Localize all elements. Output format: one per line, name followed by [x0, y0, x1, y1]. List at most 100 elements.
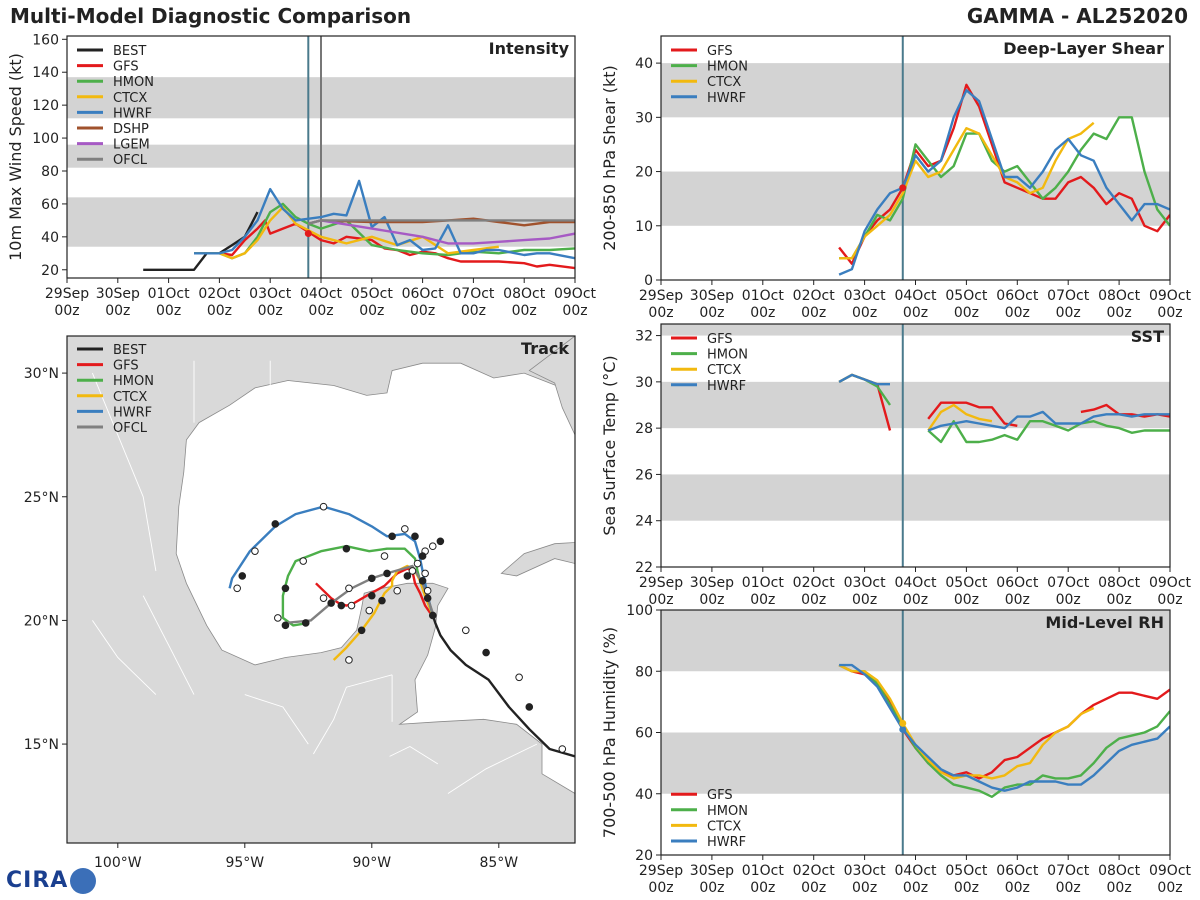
legend-label-ctcx: CTCX — [113, 390, 147, 405]
lat-tick-label: 30°N — [24, 366, 59, 382]
track-point — [301, 619, 310, 627]
x-tick-label-hour: 00z — [1157, 592, 1182, 608]
track-point — [368, 591, 376, 600]
series-line-ctcx — [839, 121, 1095, 260]
legend-label-gfs: GFS — [113, 60, 139, 75]
x-tick-label-date: 30Sep — [690, 288, 734, 304]
cira-logo: CIRA — [6, 868, 97, 894]
x-tick-label-hour: 00z — [750, 305, 775, 321]
x-tick-label-hour: 00z — [648, 592, 673, 608]
x-tick-label-hour: 00z — [954, 305, 979, 321]
y-tick-label: 40 — [635, 787, 653, 803]
track-point — [365, 606, 374, 615]
track-point — [299, 557, 308, 565]
track-line-hwrf — [228, 505, 434, 616]
track-point — [461, 626, 470, 635]
legend-label-hmon: HMON — [707, 348, 748, 363]
x-tick-label-hour: 00z — [1005, 880, 1030, 896]
series-line-gfs — [927, 401, 1018, 427]
x-tick-label-date: 04Oct — [894, 288, 937, 304]
marker-ctcx — [899, 719, 907, 727]
x-tick-label-date: 02Oct — [793, 288, 836, 304]
map-border — [91, 372, 157, 572]
y-tick-label: 60 — [41, 197, 59, 213]
x-tick-label-hour: 00z — [562, 303, 587, 319]
series-line-hwrf — [838, 88, 1170, 276]
chart-track: 100°W 95°W 90°W 85°W 15°N 20°N 25°N 30°N Track BE… — [24, 335, 576, 871]
plot-area — [661, 610, 1170, 855]
x-tick-label-date: 30Sep — [690, 863, 734, 879]
legend-label-best: BEST — [113, 44, 146, 59]
series-line-hmon — [838, 664, 1170, 798]
y-tick-label: 120 — [32, 98, 59, 114]
x-tick-label-hour: 00z — [801, 305, 826, 321]
x-tick-label-hour: 00z — [105, 303, 130, 319]
track-point — [233, 584, 241, 593]
y-axis-label: Sea Surface Temp (°C) — [600, 355, 619, 535]
marker-gfs — [899, 184, 907, 192]
marker-gfs — [304, 230, 312, 238]
x-tick-label-date: 30Sep — [690, 575, 734, 591]
x-tick-label-date: 29Sep — [639, 288, 683, 304]
x-tick-label-date: 08Oct — [1098, 575, 1141, 591]
series-line-hwrf — [839, 663, 1170, 792]
x-tick-label-date: 05Oct — [945, 863, 988, 879]
track-point — [515, 673, 523, 682]
series-line-hwrf — [838, 373, 890, 386]
track-point — [418, 577, 427, 585]
legend-label-ctcx: CTCX — [707, 363, 741, 378]
y-axis-label: 200-850 hPa Shear (kt) — [600, 65, 619, 251]
track-point — [345, 584, 353, 593]
x-tick-label-date: 06Oct — [996, 863, 1039, 879]
track-point — [525, 703, 534, 711]
y-tick-label: 20 — [635, 165, 653, 181]
y-tick-label: 40 — [41, 230, 59, 246]
track-point — [378, 596, 386, 605]
x-tick-label-date: 30Sep — [96, 286, 140, 302]
legend-label-ctcx: CTCX — [707, 819, 741, 834]
cira-globe-icon — [70, 868, 97, 894]
lon-tick-label: 90°W — [352, 855, 391, 871]
y-tick-label: 24 — [635, 514, 653, 530]
track-point — [357, 626, 366, 635]
series-line-ctcx — [927, 403, 993, 432]
x-tick-label-date: 08Oct — [1098, 863, 1141, 879]
track-point — [408, 567, 417, 575]
x-tick-label-date: 03Oct — [844, 863, 887, 879]
legend-label-hwrf: HWRF — [707, 835, 746, 850]
map-land-florida — [528, 336, 575, 436]
series-line-hwrf — [927, 410, 1170, 432]
legend-label-gfs: GFS — [707, 788, 733, 803]
y-tick-label: 80 — [41, 164, 59, 180]
map-border — [447, 743, 538, 794]
y-tick-label: 32 — [635, 329, 653, 345]
x-tick-label-date: 06Oct — [996, 288, 1039, 304]
map-area — [67, 336, 575, 843]
track-point — [319, 594, 328, 602]
track-point — [380, 552, 389, 560]
chart-intensity: 2040608010012014016029Sep00z30Sep00z01Oc… — [6, 32, 597, 319]
x-tick-label-date: 05Oct — [351, 286, 394, 302]
storm-id-title: GAMMA - AL252020 — [966, 4, 1188, 28]
lon-tick-label: 95°W — [225, 855, 264, 871]
legend-label-dshp: DSHP — [113, 122, 149, 137]
x-tick-label-date: 01Oct — [742, 575, 785, 591]
x-tick-label-hour: 00z — [1005, 592, 1030, 608]
x-tick-label-date: 29Sep — [639, 863, 683, 879]
shade-band-0 — [661, 474, 1170, 521]
track-point — [274, 614, 282, 622]
track-point — [368, 574, 376, 583]
series-line-hmon — [927, 420, 1170, 444]
x-tick-label-hour: 00z — [410, 303, 435, 319]
legend-label-hmon: HMON — [707, 804, 748, 819]
legend-label-ofcl: OFCL — [113, 421, 148, 436]
x-tick-label-hour: 00z — [461, 303, 486, 319]
legend-label-hwrf: HWRF — [113, 405, 152, 420]
track-point — [418, 552, 427, 560]
y-tick-label: 28 — [635, 421, 653, 437]
shade-band-0 — [661, 171, 1170, 226]
x-tick-label-date: 02Oct — [793, 575, 836, 591]
x-tick-label-hour: 00z — [852, 305, 877, 321]
x-tick-label-date: 09Oct — [1149, 288, 1192, 304]
track-point — [342, 544, 351, 553]
